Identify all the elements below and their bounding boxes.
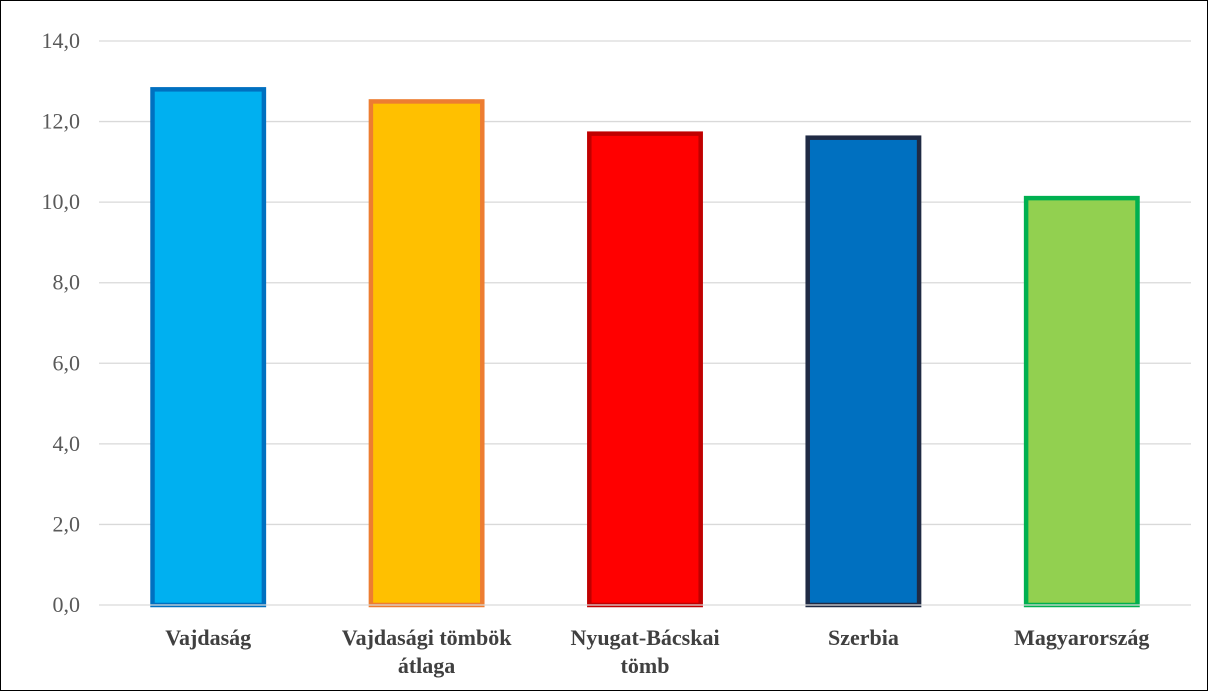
bar	[150, 87, 267, 608]
y-tick-label: 8,0	[53, 270, 81, 295]
x-category-label: Vajdasági tömbök	[342, 625, 512, 650]
x-category-label: Szerbia	[828, 625, 899, 650]
bar	[1023, 195, 1140, 608]
x-category-label: Magyarország	[1014, 625, 1149, 650]
y-tick-label: 0,0	[53, 592, 81, 617]
x-category-label: Nyugat-Bácskai	[570, 625, 719, 650]
x-category-label: tömb	[621, 653, 670, 678]
bar	[368, 99, 485, 608]
bar	[805, 135, 922, 608]
x-category-label: Vajdaság	[165, 625, 251, 650]
y-tick-label: 2,0	[53, 511, 81, 536]
y-tick-label: 4,0	[53, 431, 81, 456]
x-axis-labels: Vajdaság Vajdasági tömbök átlaga Nyugat-Bác…	[165, 625, 1149, 678]
y-tick-label: 12,0	[42, 109, 81, 134]
y-tick-label: 14,0	[42, 28, 81, 53]
y-tick-label: 10,0	[42, 189, 81, 214]
x-category-label: átlaga	[398, 653, 455, 678]
y-axis-ticks: 0,0 2,0 4,0 6,0 8,0 10,0 12,0 14,0	[42, 28, 81, 617]
bar	[587, 131, 703, 608]
bars	[150, 87, 1140, 608]
y-tick-label: 6,0	[53, 350, 81, 375]
